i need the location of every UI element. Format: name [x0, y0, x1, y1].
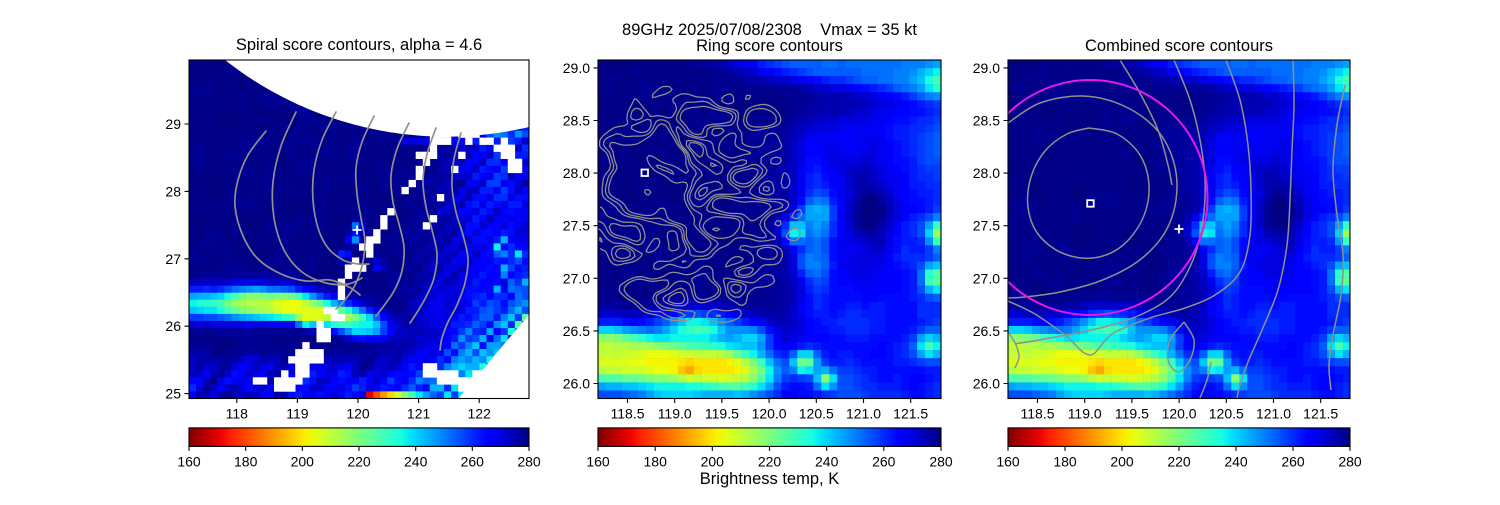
svg-text:120.0: 120.0: [752, 406, 787, 422]
svg-text:119.5: 119.5: [705, 406, 739, 422]
svg-text:119.0: 119.0: [658, 406, 692, 422]
svg-text:28: 28: [165, 183, 181, 199]
svg-text:121.5: 121.5: [1303, 406, 1338, 422]
svg-text:119.0: 119.0: [1068, 406, 1102, 422]
svg-text:260: 260: [461, 453, 485, 469]
svg-text:27: 27: [165, 251, 181, 267]
svg-text:29: 29: [165, 116, 181, 132]
svg-text:29.0: 29.0: [973, 60, 1000, 76]
svg-text:260: 260: [872, 453, 896, 469]
svg-text:220: 220: [758, 453, 782, 469]
svg-text:180: 180: [1053, 453, 1077, 469]
svg-text:Spiral score contours, alpha =: Spiral score contours, alpha = 4.6: [236, 36, 482, 54]
svg-text:118.5: 118.5: [611, 406, 645, 422]
svg-text:121.0: 121.0: [846, 406, 881, 422]
svg-text:26.0: 26.0: [563, 376, 590, 392]
svg-text:27.0: 27.0: [563, 270, 590, 286]
svg-text:260: 260: [1281, 453, 1305, 469]
svg-text:28.0: 28.0: [973, 165, 1000, 181]
svg-text:220: 220: [1167, 453, 1191, 469]
svg-text:27.5: 27.5: [563, 218, 590, 234]
svg-text:120.0: 120.0: [1162, 406, 1197, 422]
svg-text:121.5: 121.5: [893, 406, 928, 422]
svg-text:240: 240: [404, 453, 428, 469]
svg-text:119: 119: [286, 406, 309, 422]
svg-text:28.5: 28.5: [973, 113, 1000, 129]
svg-text:240: 240: [1224, 453, 1248, 469]
svg-text:27.5: 27.5: [973, 218, 1000, 234]
svg-text:280: 280: [517, 453, 541, 469]
svg-text:26: 26: [165, 318, 181, 334]
svg-text:121: 121: [407, 406, 431, 422]
svg-text:25: 25: [165, 386, 181, 402]
svg-text:160: 160: [586, 453, 610, 469]
svg-text:160: 160: [177, 453, 201, 469]
svg-text:28.0: 28.0: [563, 165, 590, 181]
svg-text:180: 180: [644, 453, 668, 469]
svg-text:26.5: 26.5: [973, 323, 1000, 339]
svg-text:28.5: 28.5: [563, 113, 590, 129]
svg-text:280: 280: [1338, 453, 1362, 469]
svg-text:29.0: 29.0: [563, 60, 590, 76]
svg-text:240: 240: [815, 453, 839, 469]
svg-text:Ring score contours: Ring score contours: [696, 37, 843, 55]
svg-text:200: 200: [701, 453, 725, 469]
svg-text:121.0: 121.0: [1256, 406, 1291, 422]
svg-text:200: 200: [1110, 453, 1134, 469]
svg-text:200: 200: [291, 453, 315, 469]
svg-text:27.0: 27.0: [973, 270, 1000, 286]
svg-text:26.0: 26.0: [973, 376, 1000, 392]
svg-text:220: 220: [347, 453, 371, 469]
svg-text:120.5: 120.5: [799, 406, 834, 422]
svg-text:120: 120: [346, 406, 370, 422]
svg-text:119.5: 119.5: [1115, 406, 1149, 422]
svg-text:118: 118: [226, 406, 249, 422]
svg-text:160: 160: [996, 453, 1020, 469]
svg-text:180: 180: [234, 453, 258, 469]
svg-text:Combined score contours: Combined score contours: [1085, 37, 1273, 55]
svg-text:89GHz 2025/07/08/2308 Vmax: 89GHz 2025/07/08/2308 Vmax = 35 kt: [622, 21, 917, 39]
svg-text:Brightness temp, K: Brightness temp, K: [700, 470, 839, 488]
svg-text:118.5: 118.5: [1021, 406, 1055, 422]
svg-text:122: 122: [468, 406, 492, 422]
svg-text:280: 280: [929, 453, 953, 469]
svg-text:26.5: 26.5: [563, 323, 590, 339]
svg-text:120.5: 120.5: [1209, 406, 1244, 422]
